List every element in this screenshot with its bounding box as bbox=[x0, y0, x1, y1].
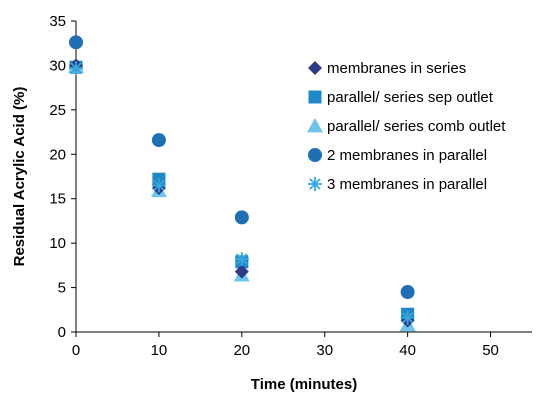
data-markers bbox=[68, 35, 416, 332]
data-point-circle bbox=[151, 133, 166, 148]
x-tick-label: 40 bbox=[399, 342, 416, 359]
legend-item: membranes in series bbox=[308, 60, 466, 77]
legend-label: parallel/ series comb outlet bbox=[327, 118, 506, 135]
x-tick-label: 10 bbox=[151, 342, 168, 359]
y-tick-label: 10 bbox=[49, 235, 66, 252]
data-point-star bbox=[234, 252, 249, 267]
y-tick-label: 15 bbox=[49, 191, 66, 208]
legend-label: membranes in series bbox=[327, 60, 466, 77]
legend-label: parallel/ series sep outlet bbox=[327, 89, 494, 106]
axes: 0 5 10 15 20 25 30 35 0 10 20 30 40 50 bbox=[49, 13, 532, 359]
legend: membranes in series parallel/ series sep … bbox=[307, 60, 506, 193]
x-tick-label: 20 bbox=[233, 342, 250, 359]
legend-marker-star bbox=[308, 177, 322, 191]
y-axis-title: Residual Acrylic Acid (%) bbox=[11, 87, 28, 267]
data-point-circle bbox=[234, 210, 249, 225]
legend-item: parallel/ series comb outlet bbox=[307, 118, 506, 135]
y-tick-label: 5 bbox=[58, 280, 66, 297]
legend-label: 2 membranes in parallel bbox=[327, 147, 487, 164]
data-point-star bbox=[69, 61, 83, 76]
y-tick-label: 20 bbox=[49, 146, 66, 163]
legend-item: 3 membranes in parallel bbox=[308, 176, 487, 193]
y-tick-label: 25 bbox=[49, 102, 66, 119]
legend-label: 3 membranes in parallel bbox=[327, 176, 487, 193]
legend-marker-circle bbox=[308, 148, 322, 162]
data-point-diamond bbox=[234, 264, 249, 279]
data-point-star bbox=[400, 310, 415, 325]
legend-marker-square bbox=[308, 90, 322, 104]
y-tick-label: 35 bbox=[49, 13, 66, 30]
x-tick-label: 0 bbox=[72, 342, 80, 359]
y-tick-label: 0 bbox=[58, 324, 66, 341]
data-point-star bbox=[151, 178, 166, 193]
y-tick-label: 30 bbox=[49, 57, 66, 74]
legend-marker-diamond bbox=[308, 61, 322, 75]
x-tick-label: 50 bbox=[482, 342, 499, 359]
legend-item: 2 membranes in parallel bbox=[308, 147, 487, 164]
data-point-circle bbox=[400, 285, 415, 300]
x-tick-label: 30 bbox=[316, 342, 333, 359]
legend-item: parallel/ series sep outlet bbox=[308, 89, 494, 106]
legend-marker-triangle bbox=[307, 118, 323, 133]
data-point-circle bbox=[69, 35, 83, 50]
x-axis-title: Time (minutes) bbox=[251, 376, 357, 393]
